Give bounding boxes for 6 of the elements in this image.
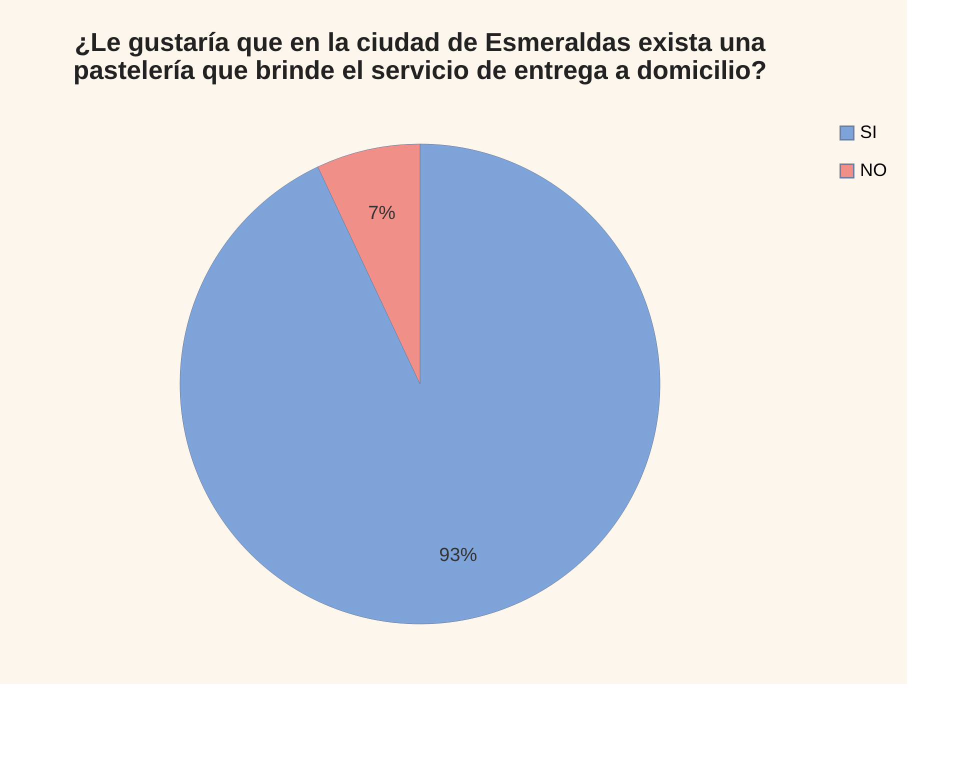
data-label: 7% (368, 203, 396, 224)
pie-slice (180, 144, 660, 624)
legend-label: SI (860, 122, 878, 142)
legend-label: NO (860, 160, 887, 180)
chart-title: ¿Le gustaría que en la ciudad de Esmeraldas exista una pastelería que brinde el servicio de entrega a domicilio? (73, 27, 767, 85)
data-label: 93% (439, 544, 478, 566)
